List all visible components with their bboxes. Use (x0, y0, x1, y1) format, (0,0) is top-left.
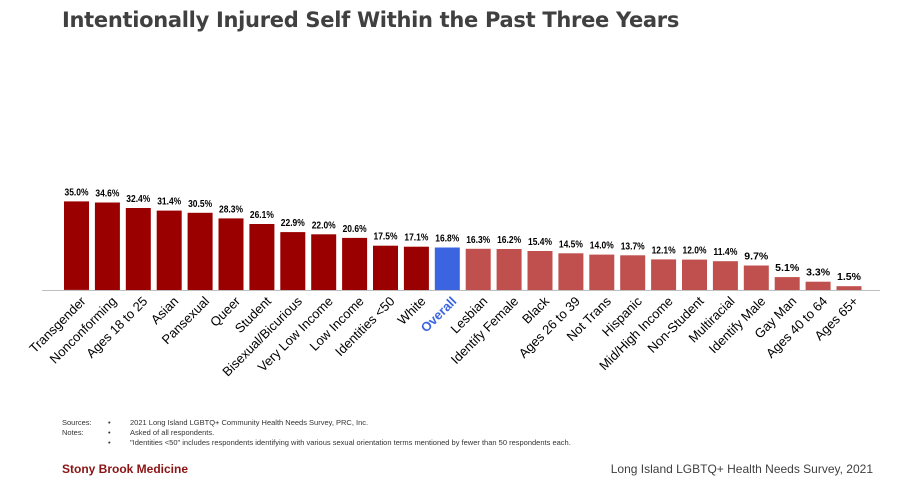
bar (743, 265, 769, 290)
note-row: Sources: • 2021 Long Island LGBTQ+ Commu… (62, 418, 571, 428)
bar (465, 248, 491, 290)
data-label: 13.7% (621, 241, 645, 252)
data-label: 3.3% (806, 268, 830, 279)
data-label: 14.5% (559, 239, 583, 250)
note-bullet: • (108, 428, 111, 437)
bar (187, 212, 213, 290)
data-label: 11.4% (713, 247, 737, 258)
data-label: 12.0% (683, 246, 707, 257)
note-row: Notes: • Asked of all respondents. (62, 428, 571, 438)
data-label: 34.6% (95, 189, 119, 200)
bar (403, 246, 429, 290)
data-label: 14.0% (590, 241, 614, 252)
bar (311, 234, 337, 290)
data-label: 22.0% (312, 220, 336, 231)
bar (527, 251, 553, 290)
note-row: • "Identities <50" includes respondents … (62, 438, 571, 448)
bar (496, 249, 522, 290)
data-label: 22.9% (281, 218, 305, 229)
note-bullet: • (108, 418, 111, 427)
data-label: 35.0% (65, 187, 89, 198)
bar (620, 255, 646, 290)
bar (125, 208, 151, 290)
data-label: 20.6% (343, 224, 367, 235)
bar (805, 281, 831, 290)
bar (249, 224, 275, 290)
data-label: 16.2% (497, 235, 521, 246)
data-label: 15.4% (528, 237, 552, 248)
chart-title: Intentionally Injured Self Within the Pa… (62, 8, 680, 32)
data-label: 5.1% (775, 263, 799, 274)
bar (94, 202, 120, 290)
data-label: 17.5% (374, 232, 398, 243)
bar (218, 218, 244, 290)
bar (373, 245, 398, 290)
note-label: Notes: (62, 428, 84, 437)
bar (712, 261, 738, 290)
survey-name: Long Island LGBTQ+ Health Needs Survey, … (610, 462, 873, 476)
data-label: 31.4% (157, 197, 181, 208)
data-label: 17.1% (404, 233, 428, 244)
brand-name: Stony Brook Medicine (62, 462, 189, 476)
bar (651, 259, 677, 290)
bar (434, 247, 460, 290)
data-label: 12.1% (652, 245, 676, 256)
note-bullet: • (108, 438, 111, 447)
data-label: 30.5% (188, 199, 212, 210)
data-label: 26.1% (250, 210, 274, 221)
note-text: 2021 Long Island LGBTQ+ Community Health… (130, 418, 369, 427)
data-label: 16.8% (435, 234, 459, 245)
notes-section: Sources: • 2021 Long Island LGBTQ+ Commu… (62, 418, 571, 448)
bar-chart: 35.0%Transgender34.6%Nonconforming32.4%A… (26, 187, 880, 379)
data-label: 1.5% (837, 272, 861, 283)
bar (836, 286, 862, 290)
bar (342, 237, 368, 290)
note-label (62, 438, 108, 448)
bar (280, 232, 306, 290)
data-label: 32.4% (126, 194, 150, 205)
note-label: Sources: (62, 418, 92, 427)
data-label: 9.7% (744, 252, 768, 263)
bar (589, 254, 615, 290)
data-label: 16.3% (466, 235, 490, 246)
note-text: "Identities <50" includes respondents id… (130, 438, 571, 447)
bar (64, 201, 89, 290)
note-text: Asked of all respondents. (130, 428, 215, 437)
data-label: 28.3% (219, 204, 243, 215)
bar (558, 253, 584, 290)
bar (774, 277, 800, 290)
bar (156, 210, 182, 290)
bar (682, 259, 707, 290)
